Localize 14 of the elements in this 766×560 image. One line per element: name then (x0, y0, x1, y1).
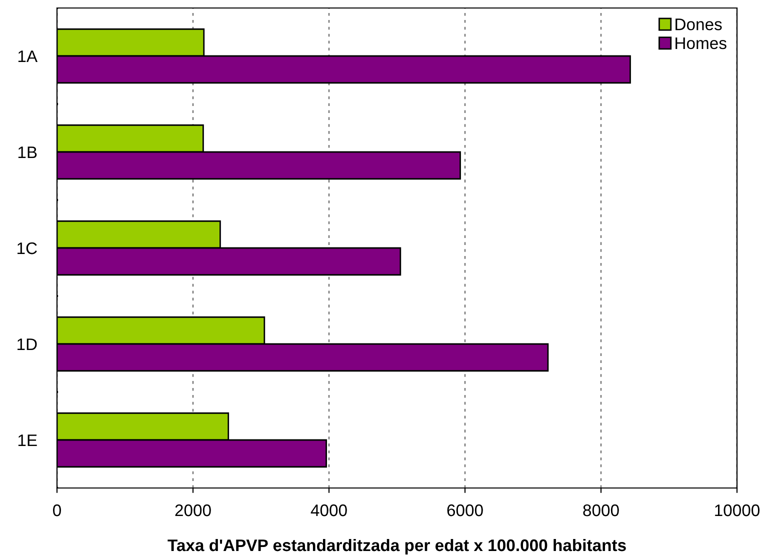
y-tick-label: 1B (18, 146, 37, 158)
x-tick-label: 4000 (310, 504, 347, 516)
x-tick-label: 8000 (583, 504, 619, 516)
x-tick-label: 2000 (175, 504, 211, 516)
y-tick-label: 1C (18, 242, 37, 254)
x-axis-title: Taxa d'APVP estandarditzada per edat x 100.000 habitants (168, 538, 626, 554)
x-tick-label: 10000 (715, 504, 760, 516)
x-tick-label: 6000 (447, 504, 483, 516)
y-tick-label: 1D (18, 338, 37, 350)
legend-label: Dones (676, 18, 722, 30)
y-tick-label: 1A (18, 50, 38, 62)
y-tick-label: 1E (18, 434, 37, 446)
legend-label: Homes (676, 37, 726, 50)
x-tick-label: 0 (53, 504, 61, 516)
